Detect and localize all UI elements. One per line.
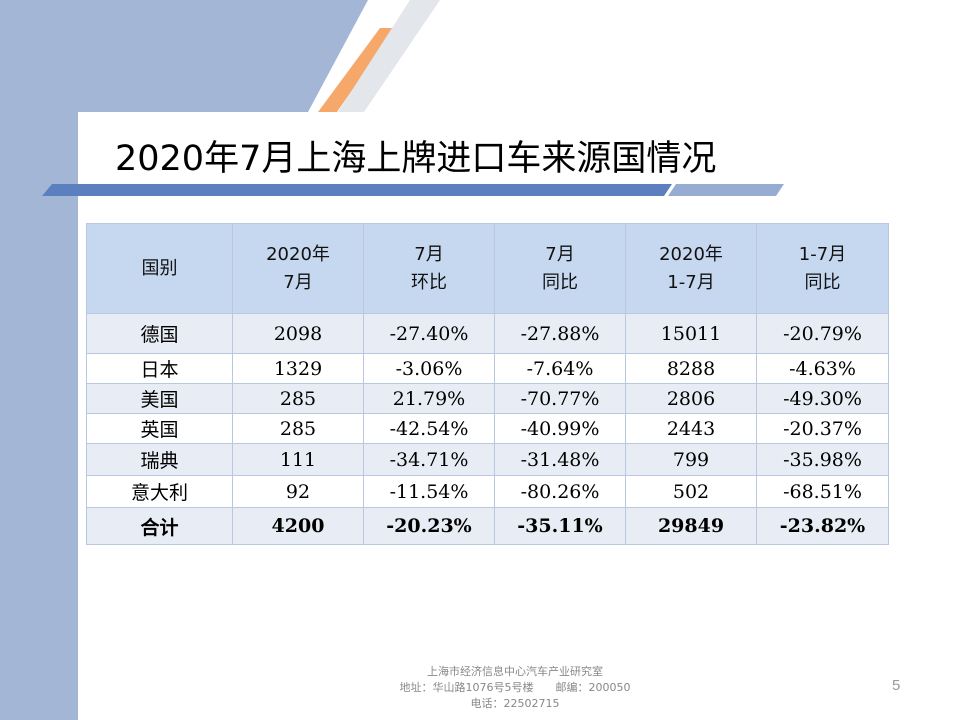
cell-value: -68.51% (756, 475, 889, 508)
cell-value: 92 (232, 475, 364, 508)
cell-value: -4.63% (756, 353, 889, 384)
cell-total-value: 29849 (625, 507, 757, 545)
cell-value: -7.64% (494, 353, 626, 384)
cell-value: 2443 (625, 413, 757, 444)
cell-country: 美国 (86, 383, 233, 414)
header-jul-mom: 7月 环比 (363, 223, 495, 314)
cell-value: -40.99% (494, 413, 626, 444)
cell-total-value: 4200 (232, 507, 364, 545)
cell-country: 德国 (86, 313, 233, 354)
table-row: 英国 285 -42.54% -40.99% 2443 -20.37% (86, 413, 889, 444)
cell-value: 8288 (625, 353, 757, 384)
cell-country: 瑞典 (86, 443, 233, 476)
cell-value: 111 (232, 443, 364, 476)
cell-value: 285 (232, 383, 364, 414)
cell-value: 2806 (625, 383, 757, 414)
header-country: 国别 (86, 223, 233, 314)
cell-value: -20.37% (756, 413, 889, 444)
import-source-table: 国别 2020年 7月 7月 环比 7月 同比 2020年 1-7月 1-7月 同比 德国… (86, 223, 889, 545)
cell-country: 日本 (86, 353, 233, 384)
cell-value: -20.79% (756, 313, 889, 354)
footer-contact: 上海市经济信息中心汽车产业研究室 地址：华山路1076号5号楼 邮编：20005… (330, 664, 700, 712)
cell-value: -3.06% (363, 353, 495, 384)
header-jan-jul-yoy: 1-7月 同比 (756, 223, 889, 314)
cell-value: -70.77% (494, 383, 626, 414)
header-jul-2020: 2020年 7月 (232, 223, 364, 314)
cell-value: 2098 (232, 313, 364, 354)
cell-value: 799 (625, 443, 757, 476)
cell-value: -27.40% (363, 313, 495, 354)
header-jul-yoy: 7月 同比 (494, 223, 626, 314)
cell-value: -80.26% (494, 475, 626, 508)
page-number: 5 (892, 677, 901, 694)
cell-value: -42.54% (363, 413, 495, 444)
cell-value: -11.54% (363, 475, 495, 508)
cell-total-value: -35.11% (494, 507, 626, 545)
slide-title: 2020年7月上海上牌进口车来源国情况 (115, 139, 717, 179)
footer-phone: 电话：22502715 (470, 697, 560, 710)
cell-value: 285 (232, 413, 364, 444)
table-row: 美国 285 21.79% -70.77% 2806 -49.30% (86, 383, 889, 414)
table-total-row: 合计 4200 -20.23% -35.11% 29849 -23.82% (86, 507, 889, 545)
cell-value: -27.88% (494, 313, 626, 354)
cell-total-label: 合计 (86, 507, 233, 545)
cell-country: 意大利 (86, 475, 233, 508)
footer-address: 地址：华山路1076号5号楼 邮编：200050 (399, 681, 631, 694)
cell-value: 502 (625, 475, 757, 508)
footer-org: 上海市经济信息中心汽车产业研究室 (427, 665, 603, 678)
header-jan-jul-2020: 2020年 1-7月 (625, 223, 757, 314)
cell-value: 15011 (625, 313, 757, 354)
left-decor-band (0, 0, 78, 720)
cell-total-value: -23.82% (756, 507, 889, 545)
title-underline-bar (42, 184, 784, 196)
cell-value: -49.30% (756, 383, 889, 414)
cell-total-value: -20.23% (363, 507, 495, 545)
cell-value: -31.48% (494, 443, 626, 476)
cell-value: -34.71% (363, 443, 495, 476)
cell-value: 1329 (232, 353, 364, 384)
table-row: 德国 2098 -27.40% -27.88% 15011 -20.79% (86, 313, 889, 354)
table-row: 意大利 92 -11.54% -80.26% 502 -68.51% (86, 475, 889, 508)
cell-value: 21.79% (363, 383, 495, 414)
table-row: 瑞典 111 -34.71% -31.48% 799 -35.98% (86, 443, 889, 476)
table-row: 日本 1329 -3.06% -7.64% 8288 -4.63% (86, 353, 889, 384)
cell-country: 英国 (86, 413, 233, 444)
cell-value: -35.98% (756, 443, 889, 476)
table-header-row: 国别 2020年 7月 7月 环比 7月 同比 2020年 1-7月 1-7月 同比 (86, 223, 889, 314)
top-decor-band (0, 0, 960, 112)
